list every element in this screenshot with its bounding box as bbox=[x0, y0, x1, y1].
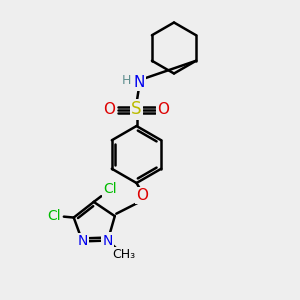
Text: N: N bbox=[133, 75, 145, 90]
Text: O: O bbox=[136, 188, 148, 203]
Text: H: H bbox=[122, 74, 132, 87]
Text: O: O bbox=[103, 102, 116, 117]
Text: Cl: Cl bbox=[47, 209, 61, 223]
Text: Cl: Cl bbox=[103, 182, 117, 196]
Text: O: O bbox=[158, 102, 169, 117]
Text: S: S bbox=[131, 100, 142, 118]
Text: CH₃: CH₃ bbox=[112, 248, 135, 261]
Text: N: N bbox=[77, 234, 88, 248]
Text: N: N bbox=[103, 233, 113, 248]
